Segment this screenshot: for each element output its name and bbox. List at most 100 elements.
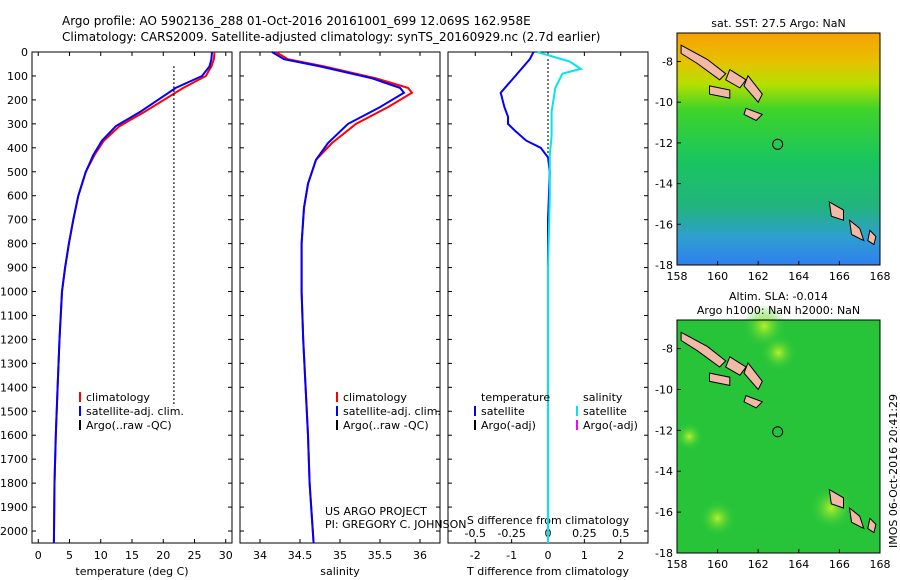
sla-map-anomaly-blob: [675, 422, 704, 451]
legend-temperature-header: temperature: [481, 391, 550, 404]
y-tick-label: 900: [7, 262, 28, 275]
y-tick-label: 1500: [0, 405, 28, 418]
y-tick-label: 300: [7, 118, 28, 131]
sla-map-island: [725, 356, 747, 376]
x-axis-label: T difference from climatology: [466, 565, 629, 578]
sla-map-title: Altim. SLA: -0.014: [729, 290, 828, 303]
difference-series-satellite: [499, 51, 551, 543]
sla-map-x-tick-label: 158: [667, 558, 688, 571]
temperature-series-satellite-adj-clim-: [52, 51, 213, 544]
x-tick-label: 10: [94, 549, 108, 562]
x-tick-label: 1: [581, 549, 588, 562]
legend-argo-label: Argo(..raw -QC): [86, 419, 172, 432]
legend-t-satellite-label: satellite: [481, 405, 525, 418]
sla-map-x-tick-label: 168: [870, 558, 891, 571]
sst-map-x-tick-label: 166: [829, 270, 850, 283]
legend-satellite-label: satellite-adj. clim.: [86, 405, 184, 418]
y-tick-label: 700: [7, 214, 28, 227]
x-tick-label: 30: [219, 549, 233, 562]
difference-series-satellite: [536, 51, 584, 543]
sst-map-island: [743, 74, 763, 104]
x-tick-label: 5: [66, 549, 73, 562]
temperature-series-climatology: [52, 51, 216, 544]
sst-map-y-tick-label: -14: [655, 178, 673, 191]
legend-climatology-label: climatology: [343, 391, 407, 404]
watermark-text: IMOS 06-Oct-2016 20:41:29: [887, 393, 900, 548]
legend-climatology-label: climatology: [86, 391, 150, 404]
sst-map-island: [828, 200, 844, 221]
sla-map-island: [709, 372, 731, 387]
x-tick-label: 20: [156, 549, 170, 562]
y-tick-label: 1600: [0, 429, 28, 442]
legend-s-satellite-label: satellite: [583, 405, 627, 418]
sla-map-title: Argo h1000: NaN h2000: NaN: [697, 304, 860, 317]
y-tick-label: 200: [7, 94, 28, 107]
y-tick-label: 1700: [0, 453, 28, 466]
legend-s-argo-label: Argo(-adj): [583, 419, 638, 432]
legend-t-argo-label: Argo(-adj): [481, 419, 536, 432]
sst-map-x-tick-label: 158: [667, 270, 688, 283]
x-tick-label: 0: [545, 549, 552, 562]
y-tick-label: 800: [7, 238, 28, 251]
sla-map-y-tick-label: -18: [655, 547, 673, 560]
y-tick-label: 600: [7, 190, 28, 203]
x-tick-label: 0: [35, 549, 42, 562]
sst-map-island: [743, 107, 764, 122]
project-note-line-1: US ARGO PROJECT: [325, 505, 427, 518]
sla-map-x-tick-label: 162: [748, 558, 769, 571]
sst-map-title: sat. SST: 27.5 Argo: NaN: [711, 17, 845, 30]
sst-map-float-marker: [772, 138, 784, 150]
sst-map-island: [680, 44, 727, 81]
y-tick-label: 1800: [0, 477, 28, 490]
sla-map-y-tick-label: -8: [662, 343, 673, 356]
sla-map-island: [680, 331, 727, 368]
y-tick-label: 2000: [0, 525, 28, 538]
x-axis-label: temperature (deg C): [75, 565, 188, 578]
sla-map-x-tick-label: 164: [788, 558, 809, 571]
sla-map-y-tick-label: -14: [655, 465, 673, 478]
sla-map-y-tick-label: -12: [655, 424, 673, 437]
project-note-line-2: PI: GREGORY C. JOHNSON: [325, 518, 467, 531]
sla-map-anomaly-blob: [699, 500, 736, 537]
salinity-series-climatology: [275, 51, 414, 544]
x-tick-label: 25: [188, 549, 202, 562]
sst-map-x-tick-label: 164: [788, 270, 809, 283]
y-tick-label: 1900: [0, 501, 28, 514]
sla-map-anomaly-blob: [760, 334, 797, 371]
x-tick-label: 34: [253, 549, 267, 562]
y-tick-label: 1200: [0, 333, 28, 346]
panel-frame-salinity: [239, 51, 441, 544]
y-tick-label: 1000: [0, 286, 28, 299]
salinity-series-satellite-adj-clim-: [271, 51, 406, 544]
x-tick-label: 36: [413, 549, 427, 562]
s-tick-label: 0.5: [612, 527, 630, 540]
y-tick-label: 1400: [0, 381, 28, 394]
x-tick-label: 35: [333, 549, 347, 562]
sla-map-island: [867, 517, 877, 534]
y-tick-label: 0: [21, 46, 28, 59]
sst-map-island: [709, 85, 731, 99]
legend-salinity-header: salinity: [583, 391, 623, 404]
title-line-2: Climatology: CARS2009. Satellite-adjuste…: [62, 30, 601, 44]
sst-map-x-tick-label: 162: [748, 270, 769, 283]
x-tick-label: 2: [617, 549, 624, 562]
x-tick-label: -1: [506, 549, 517, 562]
y-tick-label: 400: [7, 142, 28, 155]
sst-map-island: [725, 68, 747, 89]
x-tick-label: 34.5: [288, 549, 313, 562]
y-tick-label: 100: [7, 70, 28, 83]
sst-map-island: [848, 219, 865, 242]
sla-map-island: [743, 394, 764, 409]
sla-map-float-marker: [772, 426, 784, 438]
sst-map-island: [867, 229, 877, 246]
sla-map-island: [848, 506, 865, 530]
title-line-1: Argo profile: AO 5902136_288 01-Oct-2016…: [62, 14, 531, 28]
sst-map-x-tick-label: 168: [870, 270, 891, 283]
sla-map-x-tick-label: 166: [829, 558, 850, 571]
legend-argo-label: Argo(..raw -QC): [343, 419, 429, 432]
sst-map-x-tick-label: 160: [707, 270, 728, 283]
y-tick-label: 500: [7, 166, 28, 179]
s-tick-label: 0.25: [572, 527, 597, 540]
sla-map-island: [743, 361, 763, 391]
